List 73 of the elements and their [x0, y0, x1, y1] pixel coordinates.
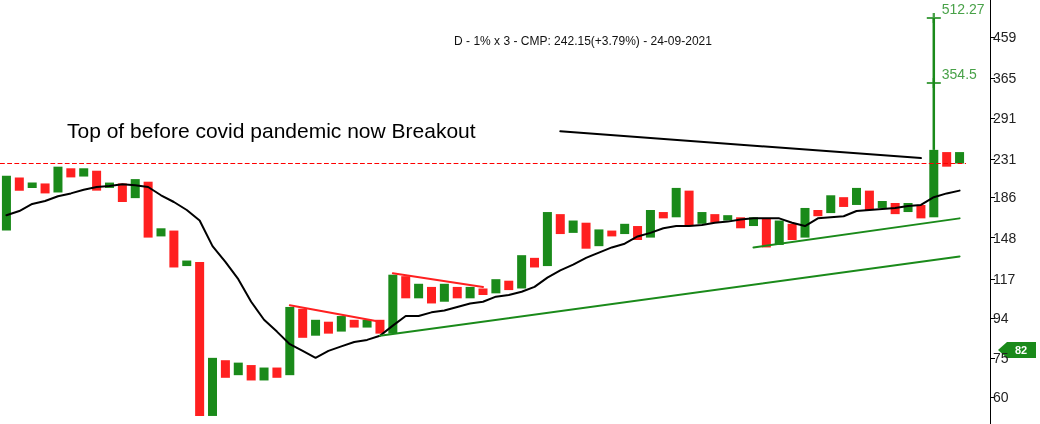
data-label: 512.27: [941, 0, 985, 17]
data-label: 354.5: [941, 66, 978, 83]
bar: [143, 181, 153, 238]
bar: [14, 177, 24, 191]
y-tick-label: 94: [993, 309, 1009, 326]
bar: [594, 229, 604, 247]
bar: [362, 319, 372, 328]
bar: [916, 204, 926, 219]
bar: [452, 286, 462, 299]
text: 82: [1014, 344, 1028, 356]
bar: [645, 209, 655, 238]
bar: [787, 223, 797, 241]
bar: [877, 201, 887, 208]
bar: [517, 255, 527, 289]
y-tick-label: 231: [993, 150, 1017, 167]
bar: [697, 212, 707, 224]
y-tick-label: 60: [993, 389, 1009, 406]
annotation: Top of before covid pandemic now Breakout: [67, 119, 476, 142]
bar: [864, 190, 874, 210]
bar: [439, 283, 449, 302]
bar: [684, 190, 694, 227]
y-tick-label: 365: [993, 69, 1017, 86]
bar: [66, 168, 76, 178]
bar: [568, 220, 578, 233]
bar: [1, 175, 11, 231]
bar: [233, 362, 243, 376]
text: D - 1% x 3 - CMP: 242.15(+3.79%) - 24-09-2021: [454, 34, 713, 48]
bar: [53, 166, 63, 193]
bar: [839, 197, 849, 207]
bar: [27, 182, 37, 188]
line-series: [5, 183, 961, 359]
bar: [813, 209, 823, 217]
bar: [246, 365, 256, 381]
bar: [414, 283, 424, 299]
bar: [169, 230, 179, 268]
bar: [581, 222, 591, 249]
y-tick-label: 148: [993, 229, 1017, 246]
y-tick-label: 117: [993, 271, 1016, 288]
bar: [92, 170, 102, 191]
bar: [555, 214, 565, 235]
bar: [542, 212, 552, 267]
bar: [259, 367, 269, 381]
bar: [530, 257, 540, 268]
y-tick-label: 186: [993, 189, 1017, 206]
y-tick-label: 75: [993, 349, 1009, 366]
y-tick-label: 291: [993, 110, 1017, 126]
bar: [465, 286, 475, 299]
bar: [285, 306, 295, 376]
bar: [272, 367, 282, 378]
bar: [40, 183, 50, 194]
bar: [955, 152, 965, 164]
bar: [156, 228, 166, 237]
bar: [311, 319, 321, 336]
bar: [182, 260, 192, 267]
bar: [79, 168, 89, 177]
bar: [620, 223, 630, 235]
bar: [504, 280, 514, 291]
bar: [852, 187, 862, 205]
bar: [723, 215, 733, 221]
y-tick-label: 459: [993, 29, 1017, 46]
bar: [426, 286, 436, 304]
bar: [336, 316, 346, 332]
bar: [220, 360, 230, 378]
bar: [388, 274, 398, 334]
bar: [491, 279, 501, 294]
bar: [323, 321, 333, 334]
bar: [208, 357, 218, 416]
bar: [658, 212, 668, 219]
bar: [774, 220, 784, 245]
bar: [942, 152, 952, 167]
bar: [826, 195, 836, 214]
bar: [671, 187, 681, 218]
bar: [195, 261, 205, 416]
